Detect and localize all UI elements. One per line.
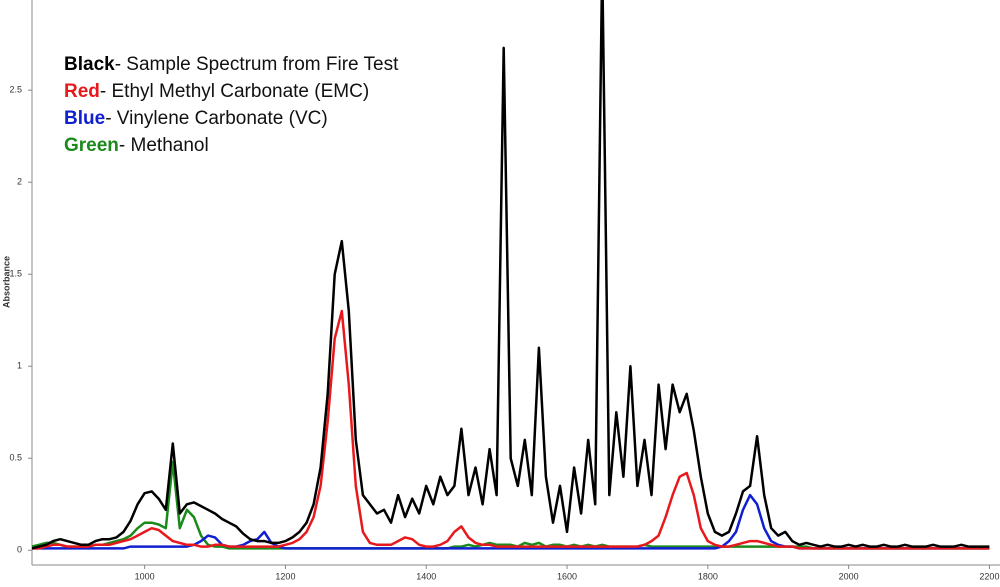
y-axis-label: Absorbance [1, 256, 11, 308]
legend-name: Black [64, 54, 115, 75]
y-tick-label: 1.5 [9, 269, 22, 279]
y-tick-label: 0 [17, 545, 22, 555]
legend-description: - Ethyl Methyl Carbonate (EMC) [100, 81, 369, 102]
legend-description: - Methanol [119, 135, 209, 156]
legend-description: - Vinylene Carbonate (VC) [105, 108, 327, 129]
y-tick-label: 1 [17, 361, 22, 371]
y-tick-label: 0.5 [9, 453, 22, 463]
x-tick-label: 1000 [135, 571, 155, 581]
legend-name: Red [64, 81, 100, 102]
x-tick-label: 1200 [275, 571, 295, 581]
legend-entry: Red- Ethyl Methyl Carbonate (EMC) [64, 81, 369, 102]
spectrum-line [32, 0, 990, 550]
spectrum-line [32, 309, 990, 550]
legend-entry: Green- Methanol [64, 135, 209, 156]
x-tick-label: 1800 [698, 571, 718, 581]
legend-description: - Sample Spectrum from Fire Test [115, 54, 399, 75]
x-tick-label: 2200 [979, 571, 999, 581]
legend-entry: Blue- Vinylene Carbonate (VC) [64, 108, 328, 129]
x-tick-label: 1600 [557, 571, 577, 581]
y-tick-label: 2 [17, 177, 22, 187]
x-tick-label: 2000 [839, 571, 859, 581]
y-tick-label: 2.5 [9, 85, 22, 95]
x-tick-label: 1400 [416, 571, 436, 581]
legend-name: Green [64, 135, 119, 156]
spectrum-line [32, 493, 990, 550]
plot-area [32, 0, 990, 550]
legend-entry: Black- Sample Spectrum from Fire Test [64, 54, 399, 75]
legend-name: Blue [64, 108, 105, 129]
